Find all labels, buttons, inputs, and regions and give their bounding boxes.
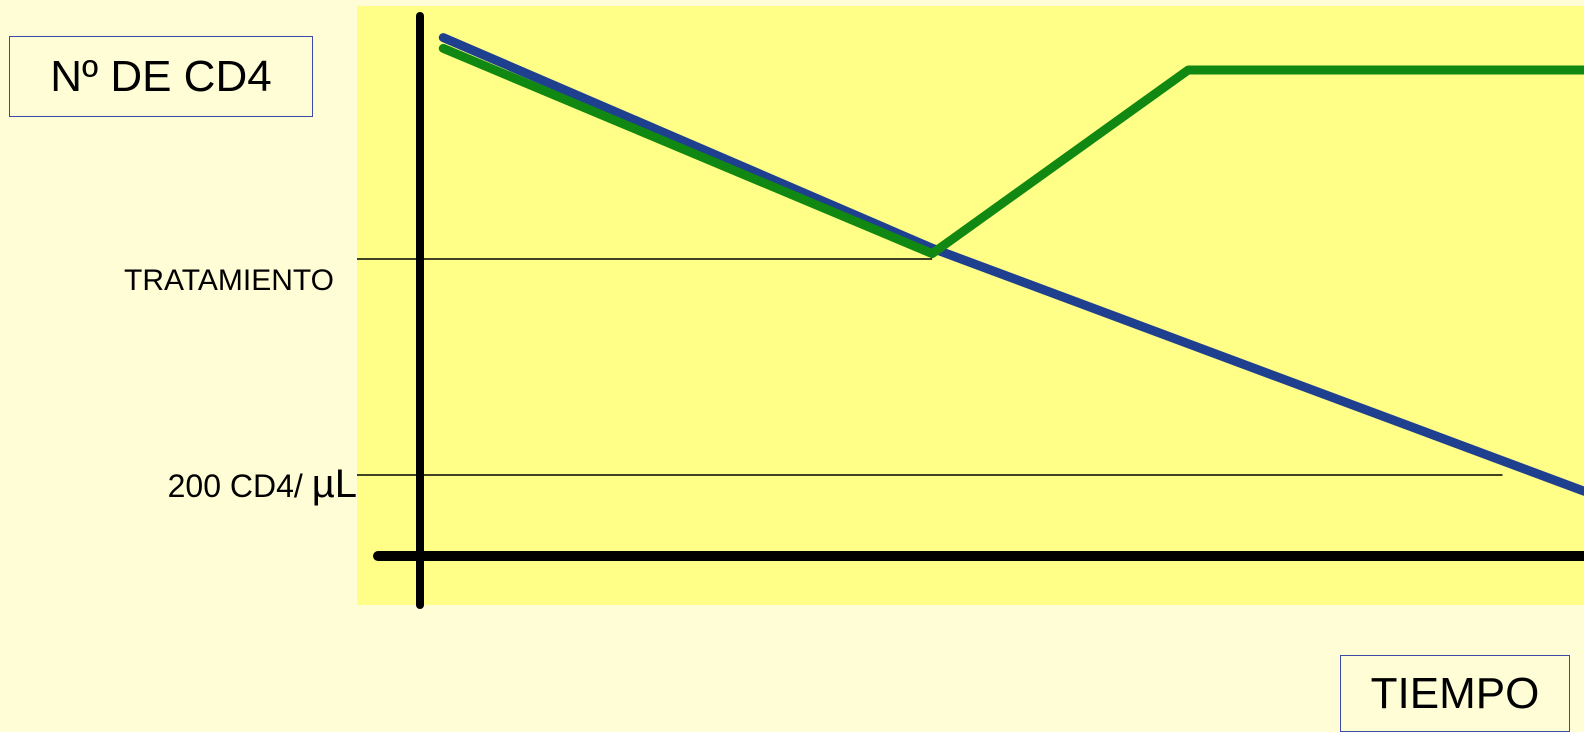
y-axis-label: Nº DE CD4 [9, 36, 313, 117]
series-line-0 [438, 33, 1584, 496]
reference-lines [357, 258, 1503, 476]
reference-label-200-cd4: 200 CD4/ µL [168, 462, 357, 507]
reference-label-200-text: 200 CD4/ [167, 468, 312, 504]
x-axis-label: TIEMPO [1340, 655, 1570, 732]
series-line-1 [438, 43, 1584, 259]
reference-label-tratamiento: TRATAMIENTO [124, 264, 334, 297]
plot-area [357, 6, 1584, 605]
reference-label-200-unit: µL [311, 462, 357, 506]
axes [373, 12, 1584, 609]
series-group [438, 33, 1584, 496]
